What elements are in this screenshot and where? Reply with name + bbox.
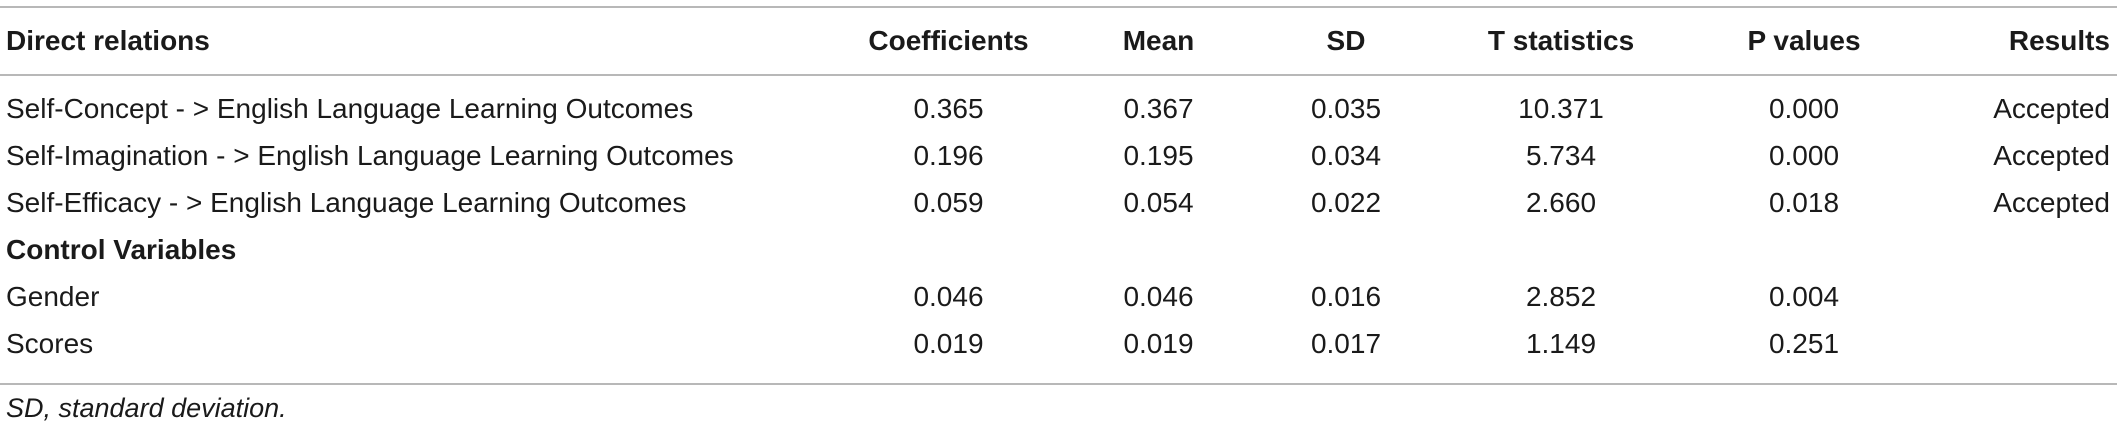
coefficient-cell: 0.365 [913, 92, 984, 124]
t-statistic-cell: 5.734 [1525, 139, 1597, 171]
coefficient-cell: 0.196 [913, 139, 984, 171]
p-value-cell: 0.000 [1768, 92, 1840, 124]
header-bottom-rule [0, 74, 2117, 76]
mean-cell: 0.367 [1123, 92, 1194, 124]
mean-cell: 0.195 [1123, 139, 1194, 171]
table-row: Scores 0.019 0.019 0.017 1.149 0.251 [0, 320, 2117, 367]
table-footnote: SD, standard deviation. [6, 393, 287, 423]
table-top-rule [0, 6, 2117, 8]
header-sd: SD [1326, 25, 1366, 56]
header-mean: Mean [1122, 25, 1195, 56]
table-bottom-rule [0, 383, 2117, 385]
table-row: Self-Concept - > English Language Learni… [0, 74, 2117, 132]
t-statistic-cell: 10.371 [1518, 92, 1604, 124]
p-value-cell: 0.000 [1768, 139, 1840, 171]
header-results: Results [2008, 25, 2110, 56]
results-table: Direct relations Coefficients Mean SD T … [0, 8, 2117, 367]
table-row: Gender 0.046 0.046 0.016 2.852 0.004 [0, 273, 2117, 320]
sd-cell: 0.017 [1310, 327, 1382, 359]
relation-cell: Self-Imagination - > English Language Le… [6, 139, 734, 171]
sd-cell: 0.016 [1310, 280, 1382, 312]
header-direct-relations: Direct relations [6, 25, 210, 56]
coefficient-cell: 0.019 [913, 327, 984, 359]
table-body: Self-Concept - > English Language Learni… [0, 74, 2117, 367]
mean-cell: 0.019 [1123, 327, 1194, 359]
sd-cell: 0.034 [1310, 139, 1382, 171]
header-row: Direct relations Coefficients Mean SD T … [0, 8, 2117, 74]
result-cell: Accepted [1993, 92, 2110, 124]
result-cell: Accepted [1993, 139, 2110, 171]
table-row: Self-Imagination - > English Language Le… [0, 132, 2117, 179]
relation-cell: Self-Concept - > English Language Learni… [6, 92, 694, 124]
section-header-row: Control Variables [0, 226, 2117, 273]
relation-cell: Self-Efficacy - > English Language Learn… [6, 186, 687, 218]
coefficient-cell: 0.059 [913, 186, 984, 218]
t-statistic-cell: 1.149 [1525, 327, 1597, 359]
table-header: Direct relations Coefficients Mean SD T … [0, 8, 2117, 74]
coefficient-cell: 0.046 [913, 280, 984, 312]
header-t-statistics: T statistics [1487, 25, 1635, 56]
relation-cell: Gender [6, 280, 100, 312]
table-row: Self-Efficacy - > English Language Learn… [0, 179, 2117, 226]
sd-cell: 0.035 [1310, 92, 1382, 124]
relation-cell: Scores [6, 327, 94, 359]
result-cell [1922, 273, 2117, 320]
result-cell: Accepted [1993, 186, 2110, 218]
t-statistic-cell: 2.660 [1525, 186, 1597, 218]
control-variables-label: Control Variables [6, 233, 237, 265]
header-p-values: P values [1747, 25, 1861, 56]
sd-cell: 0.022 [1310, 186, 1382, 218]
result-cell [1922, 320, 2117, 367]
p-value-cell: 0.004 [1768, 280, 1840, 312]
t-statistic-cell: 2.852 [1525, 280, 1597, 312]
header-coefficients: Coefficients [868, 25, 1029, 56]
mean-cell: 0.046 [1123, 280, 1194, 312]
mean-cell: 0.054 [1123, 186, 1194, 218]
p-value-cell: 0.018 [1768, 186, 1840, 218]
p-value-cell: 0.251 [1768, 327, 1840, 359]
